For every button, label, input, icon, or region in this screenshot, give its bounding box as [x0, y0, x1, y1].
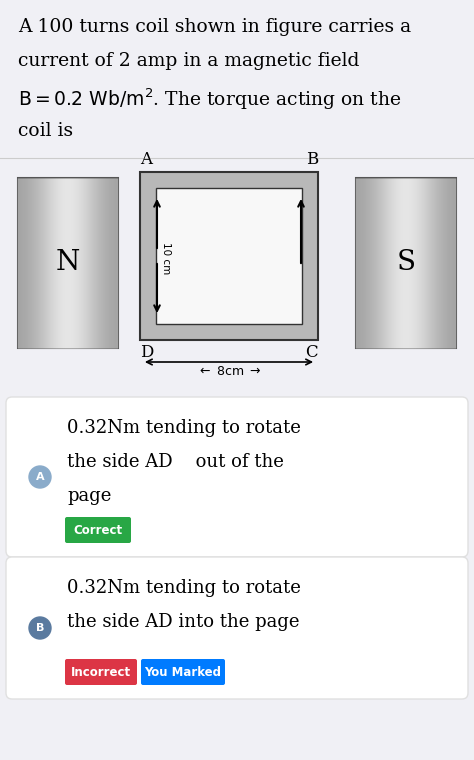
Text: D: D — [140, 344, 154, 361]
Text: the side AD    out of the: the side AD out of the — [67, 453, 284, 471]
FancyBboxPatch shape — [6, 557, 468, 699]
Text: N: N — [56, 249, 80, 277]
Text: Correct: Correct — [73, 524, 123, 537]
Text: B: B — [36, 623, 44, 633]
Text: A 100 turns coil shown in figure carries a: A 100 turns coil shown in figure carries… — [18, 18, 411, 36]
FancyBboxPatch shape — [140, 172, 318, 340]
Text: current of 2 amp in a magnetic field: current of 2 amp in a magnetic field — [18, 52, 359, 70]
Text: You Marked: You Marked — [145, 666, 221, 679]
Text: page: page — [67, 487, 111, 505]
Text: 0.32Nm tending to rotate: 0.32Nm tending to rotate — [67, 419, 301, 437]
FancyBboxPatch shape — [65, 517, 131, 543]
Text: B: B — [306, 151, 318, 168]
FancyBboxPatch shape — [65, 659, 137, 685]
Text: $\leftarrow$ 8cm $\rightarrow$: $\leftarrow$ 8cm $\rightarrow$ — [197, 365, 261, 378]
Text: $\mathrm{B} = 0.2\ \mathrm{Wb/m^2}$. The torque acting on the: $\mathrm{B} = 0.2\ \mathrm{Wb/m^2}$. The… — [18, 86, 401, 112]
FancyBboxPatch shape — [141, 659, 225, 685]
Text: 0.32Nm tending to rotate: 0.32Nm tending to rotate — [67, 579, 301, 597]
FancyBboxPatch shape — [6, 397, 468, 557]
Text: the side AD into the page: the side AD into the page — [67, 613, 300, 631]
Circle shape — [29, 617, 51, 639]
Text: S: S — [396, 249, 416, 277]
Circle shape — [29, 466, 51, 488]
Text: A: A — [36, 472, 44, 482]
Text: A: A — [140, 151, 152, 168]
Text: coil is: coil is — [18, 122, 73, 140]
Text: 10 cm: 10 cm — [161, 242, 171, 274]
FancyBboxPatch shape — [156, 188, 302, 324]
Text: Incorrect: Incorrect — [71, 666, 131, 679]
Text: C: C — [305, 344, 318, 361]
